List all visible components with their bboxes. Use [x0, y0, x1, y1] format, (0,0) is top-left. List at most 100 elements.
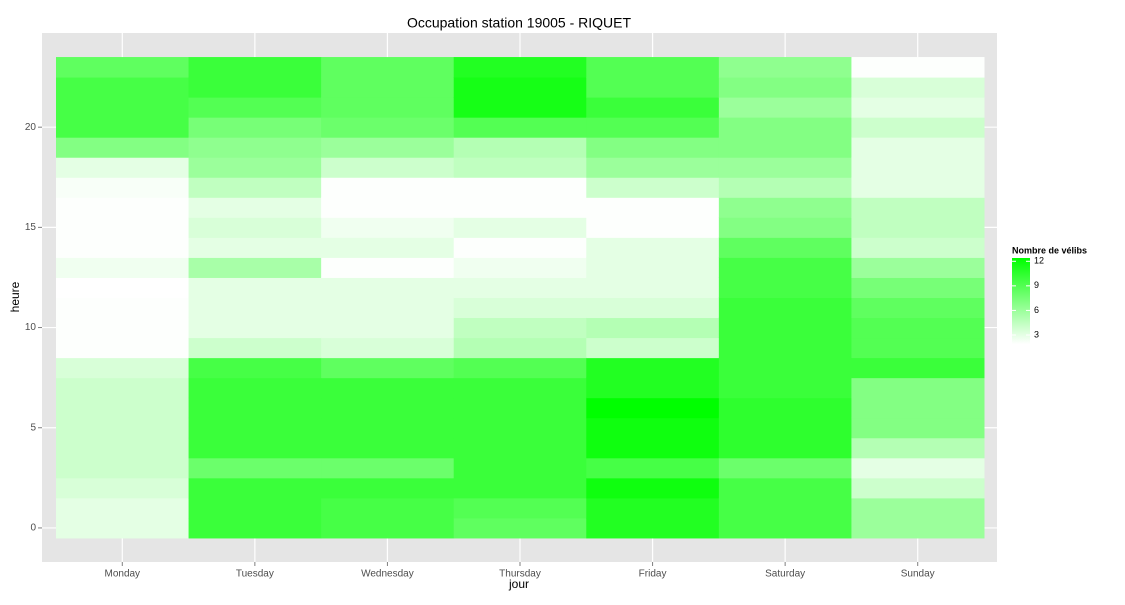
heat-cell — [851, 457, 985, 479]
heat-cell — [56, 237, 190, 258]
y-tick-label: 15 — [25, 222, 37, 233]
heat-cell — [586, 297, 720, 319]
heat-cell — [851, 517, 985, 539]
heat-cell — [453, 277, 587, 298]
heat-cell — [851, 117, 985, 138]
heat-cell — [586, 237, 720, 258]
heat-cell — [718, 237, 852, 258]
heat-cell — [188, 497, 322, 519]
heat-cell — [718, 377, 852, 399]
heat-cell — [851, 257, 985, 278]
heat-cell — [453, 117, 587, 138]
heat-cell — [56, 397, 190, 419]
heat-cell — [718, 57, 852, 78]
heat-cell — [586, 157, 720, 178]
heat-cell — [188, 317, 322, 339]
heat-cell — [851, 197, 985, 218]
heat-cell — [453, 337, 587, 359]
heat-cell — [718, 97, 852, 118]
heat-cell — [188, 137, 322, 158]
heat-cell — [851, 317, 985, 339]
x-tick-label: Wednesday — [361, 569, 414, 580]
heat-cell — [321, 377, 455, 399]
heat-cell — [453, 257, 587, 278]
y-tick-label: 0 — [30, 523, 36, 534]
heat-cell — [453, 377, 587, 399]
heat-cell — [56, 497, 190, 519]
heat-cell — [321, 497, 455, 519]
heat-cell — [718, 77, 852, 98]
heat-cell — [188, 477, 322, 499]
heat-cell — [718, 457, 852, 479]
heat-cell — [586, 437, 720, 459]
heat-cell — [321, 57, 455, 78]
heat-cell — [718, 177, 852, 198]
heat-cell — [188, 457, 322, 479]
heat-cell — [56, 357, 190, 379]
heat-cell — [851, 477, 985, 499]
heat-cell — [586, 477, 720, 499]
heat-cell — [188, 417, 322, 439]
heat-cell — [718, 277, 852, 298]
x-tick-label: Saturday — [765, 569, 805, 580]
heat-cell — [453, 417, 587, 439]
heat-cell — [56, 437, 190, 459]
heat-cell — [718, 197, 852, 218]
heat-cell — [321, 117, 455, 138]
heat-cell — [321, 77, 455, 98]
heat-cell — [321, 177, 455, 198]
heat-cell — [586, 337, 720, 359]
heat-cell — [321, 437, 455, 459]
heat-cell — [321, 517, 455, 539]
legend-tick-label: 6 — [1034, 305, 1039, 315]
heat-cell — [453, 437, 587, 459]
x-tick-label: Thursday — [499, 569, 541, 580]
heat-cell — [718, 157, 852, 178]
heat-cell — [718, 437, 852, 459]
heat-cell — [586, 97, 720, 118]
heat-cell — [453, 57, 587, 78]
heat-cell — [586, 137, 720, 158]
heat-cell — [321, 197, 455, 218]
heat-cell — [453, 397, 587, 419]
heat-cell — [321, 457, 455, 479]
heat-cell — [321, 237, 455, 258]
y-tick-label: 10 — [25, 322, 37, 333]
heat-cell — [851, 277, 985, 298]
heat-cell — [321, 277, 455, 298]
heat-cell — [851, 297, 985, 319]
heat-cell — [851, 237, 985, 258]
heat-cell — [188, 197, 322, 218]
heat-cell — [188, 57, 322, 78]
heat-cell — [188, 337, 322, 359]
heat-cell — [321, 157, 455, 178]
legend-tick-label: 9 — [1034, 280, 1039, 290]
heat-cell — [718, 257, 852, 278]
heat-cell — [586, 217, 720, 238]
heat-cell — [851, 157, 985, 178]
heat-cell — [453, 157, 587, 178]
y-tick-label: 5 — [30, 422, 36, 433]
heat-cell — [851, 97, 985, 118]
heat-cell — [586, 377, 720, 399]
heat-cell — [56, 197, 190, 218]
heat-cell — [321, 477, 455, 499]
x-axis-label: jour — [508, 577, 529, 591]
heat-cell — [586, 117, 720, 138]
heat-cell — [586, 317, 720, 339]
heat-cell — [453, 217, 587, 238]
heat-cell — [453, 237, 587, 258]
heat-cell — [718, 357, 852, 379]
heat-cell — [188, 297, 322, 319]
x-tick-label: Monday — [104, 569, 140, 580]
heat-cell — [851, 357, 985, 379]
heat-cell — [851, 177, 985, 198]
heat-cell — [56, 457, 190, 479]
heat-cell — [56, 217, 190, 238]
heat-cell — [453, 297, 587, 319]
heat-cell — [188, 97, 322, 118]
heat-cell — [718, 477, 852, 499]
heat-cell — [586, 277, 720, 298]
heat-cell — [453, 477, 587, 499]
